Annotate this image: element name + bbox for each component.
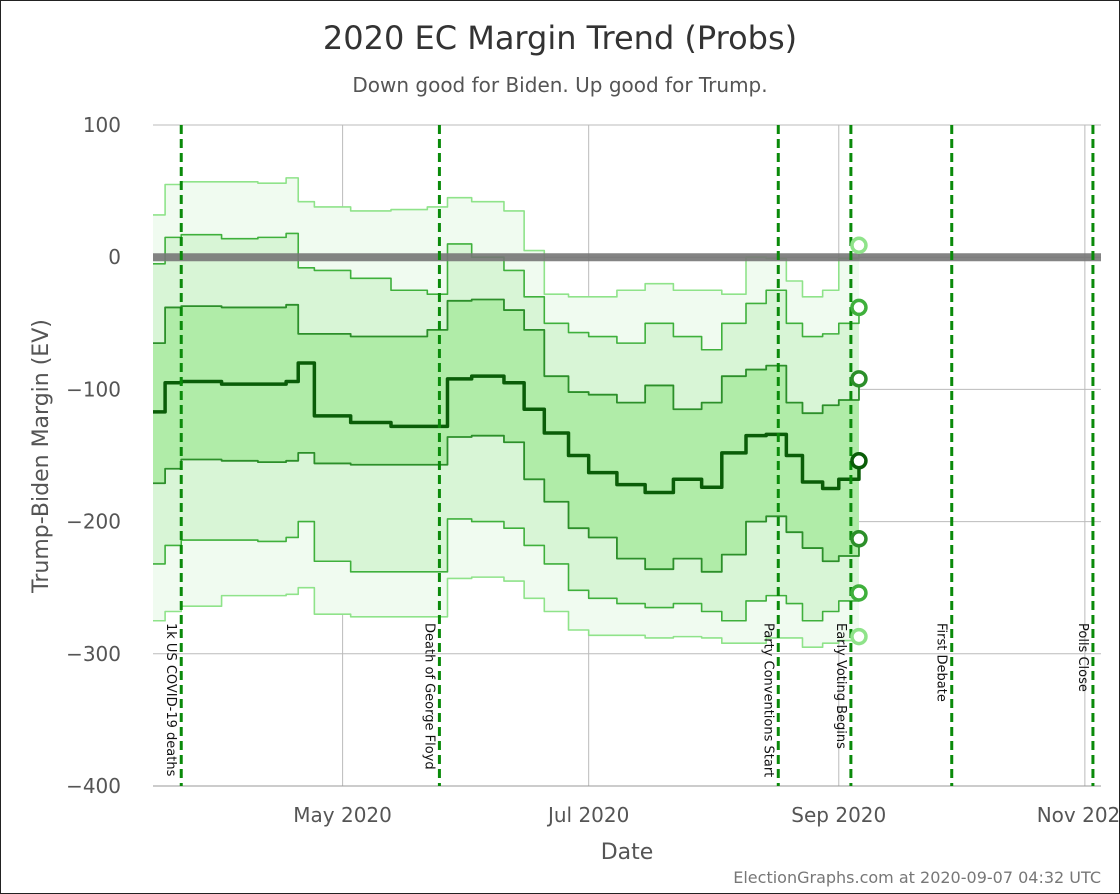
event-label: Polls Close bbox=[1075, 623, 1090, 692]
current-value-markers bbox=[850, 236, 868, 646]
series-line-5 bbox=[153, 518, 860, 622]
x-tick-label: May 2020 bbox=[293, 803, 392, 827]
chart-title: 2020 EC Margin Trend (Probs) bbox=[323, 19, 797, 57]
y-tick-label: 100 bbox=[83, 113, 121, 137]
current-value-marker bbox=[850, 452, 868, 470]
x-axis-ticks: May 2020 Jul 2020 Sep 2020 Nov 2020 bbox=[293, 803, 1119, 827]
x-tick-label: Sep 2020 bbox=[791, 803, 886, 827]
series-line-6 bbox=[153, 576, 860, 648]
y-tick-label: 0 bbox=[108, 245, 121, 269]
current-value-marker bbox=[850, 627, 868, 646]
y-axis-ticks: 100 0 −100 −200 −300 −400 bbox=[66, 113, 121, 798]
series-line-4 bbox=[153, 434, 860, 573]
y-tick-label: −300 bbox=[66, 642, 121, 666]
y-tick-label: −100 bbox=[66, 377, 121, 401]
event-label: Party Conventions Start bbox=[760, 623, 775, 777]
series-line-2 bbox=[153, 298, 860, 415]
y-tick-label: −200 bbox=[66, 510, 121, 534]
probability-bands bbox=[153, 177, 859, 648]
event-label: 1k US COVID-19 deaths bbox=[163, 623, 178, 777]
series-line-1 bbox=[153, 232, 860, 351]
x-tick-label: Jul 2020 bbox=[546, 803, 629, 827]
current-value-marker bbox=[850, 370, 868, 388]
x-tick-label: Nov 2020 bbox=[1037, 803, 1119, 827]
event-label: First Debate bbox=[934, 623, 949, 702]
inner-band bbox=[153, 299, 859, 572]
current-value-marker bbox=[850, 298, 868, 317]
event-label: Death of George Floyd bbox=[421, 623, 436, 770]
current-value-marker bbox=[850, 584, 868, 602]
current-value-marker bbox=[850, 236, 868, 255]
y-axis-label: Trump-Biden Margin (EV) bbox=[29, 319, 54, 594]
event-label: Early Voting Begins bbox=[833, 623, 848, 749]
chart-subtitle: Down good for Biden. Up good for Trump. bbox=[352, 73, 767, 97]
y-tick-label: −400 bbox=[66, 774, 121, 798]
x-axis-label: Date bbox=[601, 840, 654, 865]
credit-text: ElectionGraphs.com at 2020-09-07 04:32 U… bbox=[733, 868, 1101, 887]
current-value-marker bbox=[850, 530, 868, 548]
event-markers: 1k US COVID-19 deaths Death of George Flo… bbox=[163, 125, 1095, 786]
